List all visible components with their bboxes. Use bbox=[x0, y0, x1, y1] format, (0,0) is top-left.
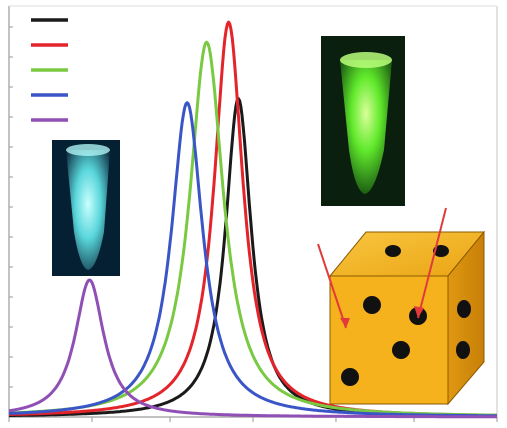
right-tube-glow bbox=[340, 60, 392, 194]
dotted-cube bbox=[317, 207, 486, 406]
y-ticks bbox=[9, 26, 13, 418]
legend bbox=[31, 18, 68, 122]
cube-dot bbox=[392, 341, 410, 359]
cube-dot bbox=[341, 368, 359, 386]
arrow-right bbox=[417, 207, 447, 319]
spectra-curves bbox=[8, 20, 498, 419]
cube-arrows bbox=[317, 207, 447, 329]
left-inset-photo bbox=[52, 140, 120, 276]
series-line-5 bbox=[8, 278, 498, 419]
cube-dot bbox=[457, 300, 471, 318]
left-tube-glow bbox=[66, 150, 110, 270]
cube-dot bbox=[456, 341, 470, 359]
cube-dot bbox=[433, 245, 449, 257]
series-line-4 bbox=[8, 101, 498, 418]
arrow-right-head bbox=[414, 306, 424, 318]
right-tube-cap bbox=[340, 52, 392, 68]
cube-dot bbox=[363, 296, 381, 314]
left-tube-cap bbox=[66, 144, 110, 156]
arrow-left bbox=[317, 243, 347, 329]
cube-dot bbox=[385, 245, 401, 257]
right-inset-photo bbox=[321, 36, 405, 206]
arrow-left-head bbox=[340, 318, 350, 328]
